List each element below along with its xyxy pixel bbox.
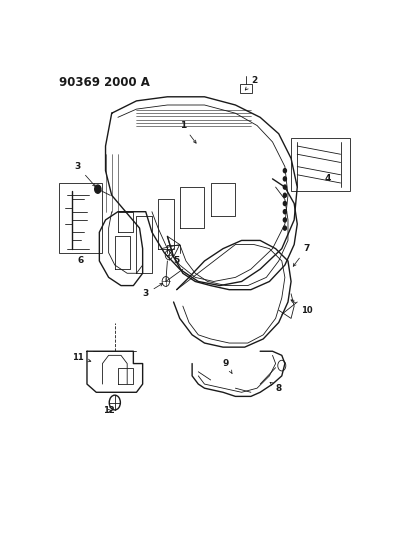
Circle shape [283, 193, 286, 197]
Text: 10: 10 [291, 300, 312, 314]
Text: 11: 11 [72, 353, 91, 362]
Circle shape [283, 218, 286, 222]
Bar [240, 84, 253, 93]
Text: 6: 6 [78, 256, 84, 265]
Text: 4: 4 [325, 174, 331, 183]
Circle shape [283, 177, 286, 181]
Text: 9: 9 [223, 359, 232, 373]
Text: 7: 7 [293, 244, 310, 266]
Text: 3: 3 [75, 162, 95, 187]
Circle shape [283, 185, 286, 189]
Bar [291, 138, 350, 191]
Text: 12: 12 [103, 406, 115, 415]
Circle shape [95, 185, 101, 193]
Text: 5: 5 [174, 256, 180, 265]
Text: 3: 3 [142, 284, 163, 298]
Bar [59, 183, 103, 253]
Text: 2: 2 [245, 76, 257, 90]
Circle shape [283, 201, 286, 206]
Circle shape [283, 168, 286, 173]
Circle shape [283, 209, 286, 214]
Text: 90369 2000 A: 90369 2000 A [59, 76, 150, 89]
Text: 1: 1 [180, 121, 196, 143]
Text: 8: 8 [270, 383, 282, 393]
Circle shape [283, 226, 286, 230]
